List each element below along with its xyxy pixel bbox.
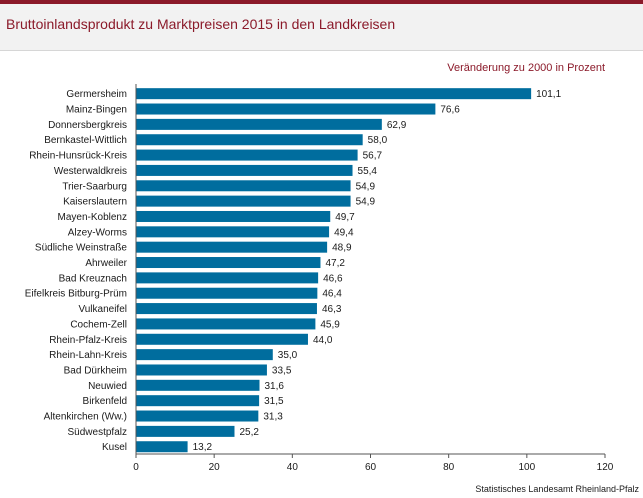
x-tick-label: 80	[443, 462, 455, 473]
value-label: 58,0	[368, 135, 388, 146]
bar	[136, 241, 328, 253]
bar	[136, 395, 260, 407]
value-label: 44,0	[313, 335, 333, 346]
x-axis: 0 20 40 60 80 100 120	[133, 84, 614, 473]
value-label: 46,3	[322, 304, 342, 315]
category-label: Bad Dürkheim	[64, 365, 127, 376]
category-label: Vulkaneifel	[78, 304, 127, 315]
source-note: Statistisches Landesamt Rheinland-Pfalz	[475, 484, 639, 494]
value-labels-group: 101,176,662,958,056,755,454,954,949,749,…	[193, 89, 562, 453]
bar	[136, 333, 308, 345]
top-accent-rule	[0, 0, 643, 4]
bar	[136, 180, 351, 192]
category-label: Mainz-Bingen	[66, 105, 127, 116]
value-label: 31,3	[263, 412, 283, 423]
x-tick-label: 60	[365, 462, 377, 473]
bar	[136, 118, 382, 130]
value-label: 13,2	[193, 442, 213, 453]
value-label: 47,2	[325, 258, 345, 269]
header-bar: Bruttoinlandsprodukt zu Marktpreisen 201…	[0, 4, 643, 51]
category-label: Kaiserslautern	[63, 197, 127, 208]
category-label: Cochem-Zell	[70, 319, 127, 330]
bar	[136, 226, 330, 238]
bar	[136, 88, 532, 100]
bar	[136, 349, 273, 361]
value-label: 31,6	[265, 381, 285, 392]
category-label: Germersheim	[66, 89, 127, 100]
bar	[136, 303, 317, 315]
category-label: Kusel	[102, 442, 127, 453]
bar	[136, 103, 436, 115]
category-label: Donnersbergkreis	[48, 120, 127, 131]
category-label: Trier-Saarburg	[62, 181, 127, 192]
x-tick-label: 100	[518, 462, 535, 473]
bar	[136, 410, 259, 422]
value-label: 49,4	[334, 227, 354, 238]
value-label: 54,9	[356, 197, 376, 208]
x-tick-label: 40	[287, 462, 299, 473]
bar	[136, 164, 353, 176]
category-label: Eifelkreis Bitburg-Prüm	[25, 289, 127, 300]
x-tick-label: 20	[209, 462, 221, 473]
value-label: 101,1	[536, 89, 561, 100]
bar	[136, 149, 358, 161]
value-label: 54,9	[356, 181, 376, 192]
value-label: 55,4	[358, 166, 378, 177]
category-label: Ahrweiler	[85, 258, 127, 269]
value-label: 49,7	[335, 212, 355, 223]
bar	[136, 318, 316, 330]
value-label: 45,9	[320, 319, 340, 330]
category-label: Bad Kreuznach	[59, 273, 127, 284]
value-label: 46,4	[322, 289, 342, 300]
value-label: 48,9	[332, 243, 352, 254]
category-label: Rhein-Lahn-Kreis	[49, 350, 127, 361]
bar	[136, 134, 363, 146]
category-label: Westerwaldkreis	[54, 166, 127, 177]
category-label: Südliche Weinstraße	[35, 243, 128, 254]
bar	[136, 364, 267, 376]
category-label: Bernkastel-Wittlich	[44, 135, 127, 146]
category-label: Mayen-Koblenz	[58, 212, 127, 223]
value-label: 62,9	[387, 120, 407, 131]
bars-group	[136, 88, 532, 453]
value-label: 35,0	[278, 350, 298, 361]
bar	[136, 379, 260, 391]
category-label: Altenkirchen (Ww.)	[44, 412, 127, 423]
category-label: Südwestpfalz	[68, 427, 127, 438]
value-label: 46,6	[323, 273, 343, 284]
value-label: 56,7	[363, 151, 383, 162]
bar	[136, 195, 351, 207]
chart-title: Bruttoinlandsprodukt zu Marktpreisen 201…	[6, 16, 396, 32]
category-label: Alzey-Worms	[68, 227, 127, 238]
x-tick-label: 120	[597, 462, 614, 473]
value-label: 33,5	[272, 365, 292, 376]
bar	[136, 210, 331, 222]
bar	[136, 257, 321, 269]
bar	[136, 272, 319, 284]
category-labels-group: Germersheim Mainz-Bingen Donnersbergkreis B…	[25, 89, 128, 453]
value-label: 25,2	[239, 427, 259, 438]
category-label: Neuwied	[88, 381, 127, 392]
x-tick-label: 0	[133, 462, 139, 473]
chart-subtitle: Veränderung zu 2000 in Prozent	[447, 62, 605, 74]
bar	[136, 441, 188, 453]
value-label: 76,6	[440, 105, 460, 116]
value-label: 31,5	[264, 396, 284, 407]
category-label: Birkenfeld	[83, 396, 127, 407]
category-label: Rhein-Pfalz-Kreis	[49, 335, 127, 346]
category-label: Rhein-Hunsrück-Kreis	[29, 151, 127, 162]
bar	[136, 425, 235, 437]
bar	[136, 287, 318, 299]
